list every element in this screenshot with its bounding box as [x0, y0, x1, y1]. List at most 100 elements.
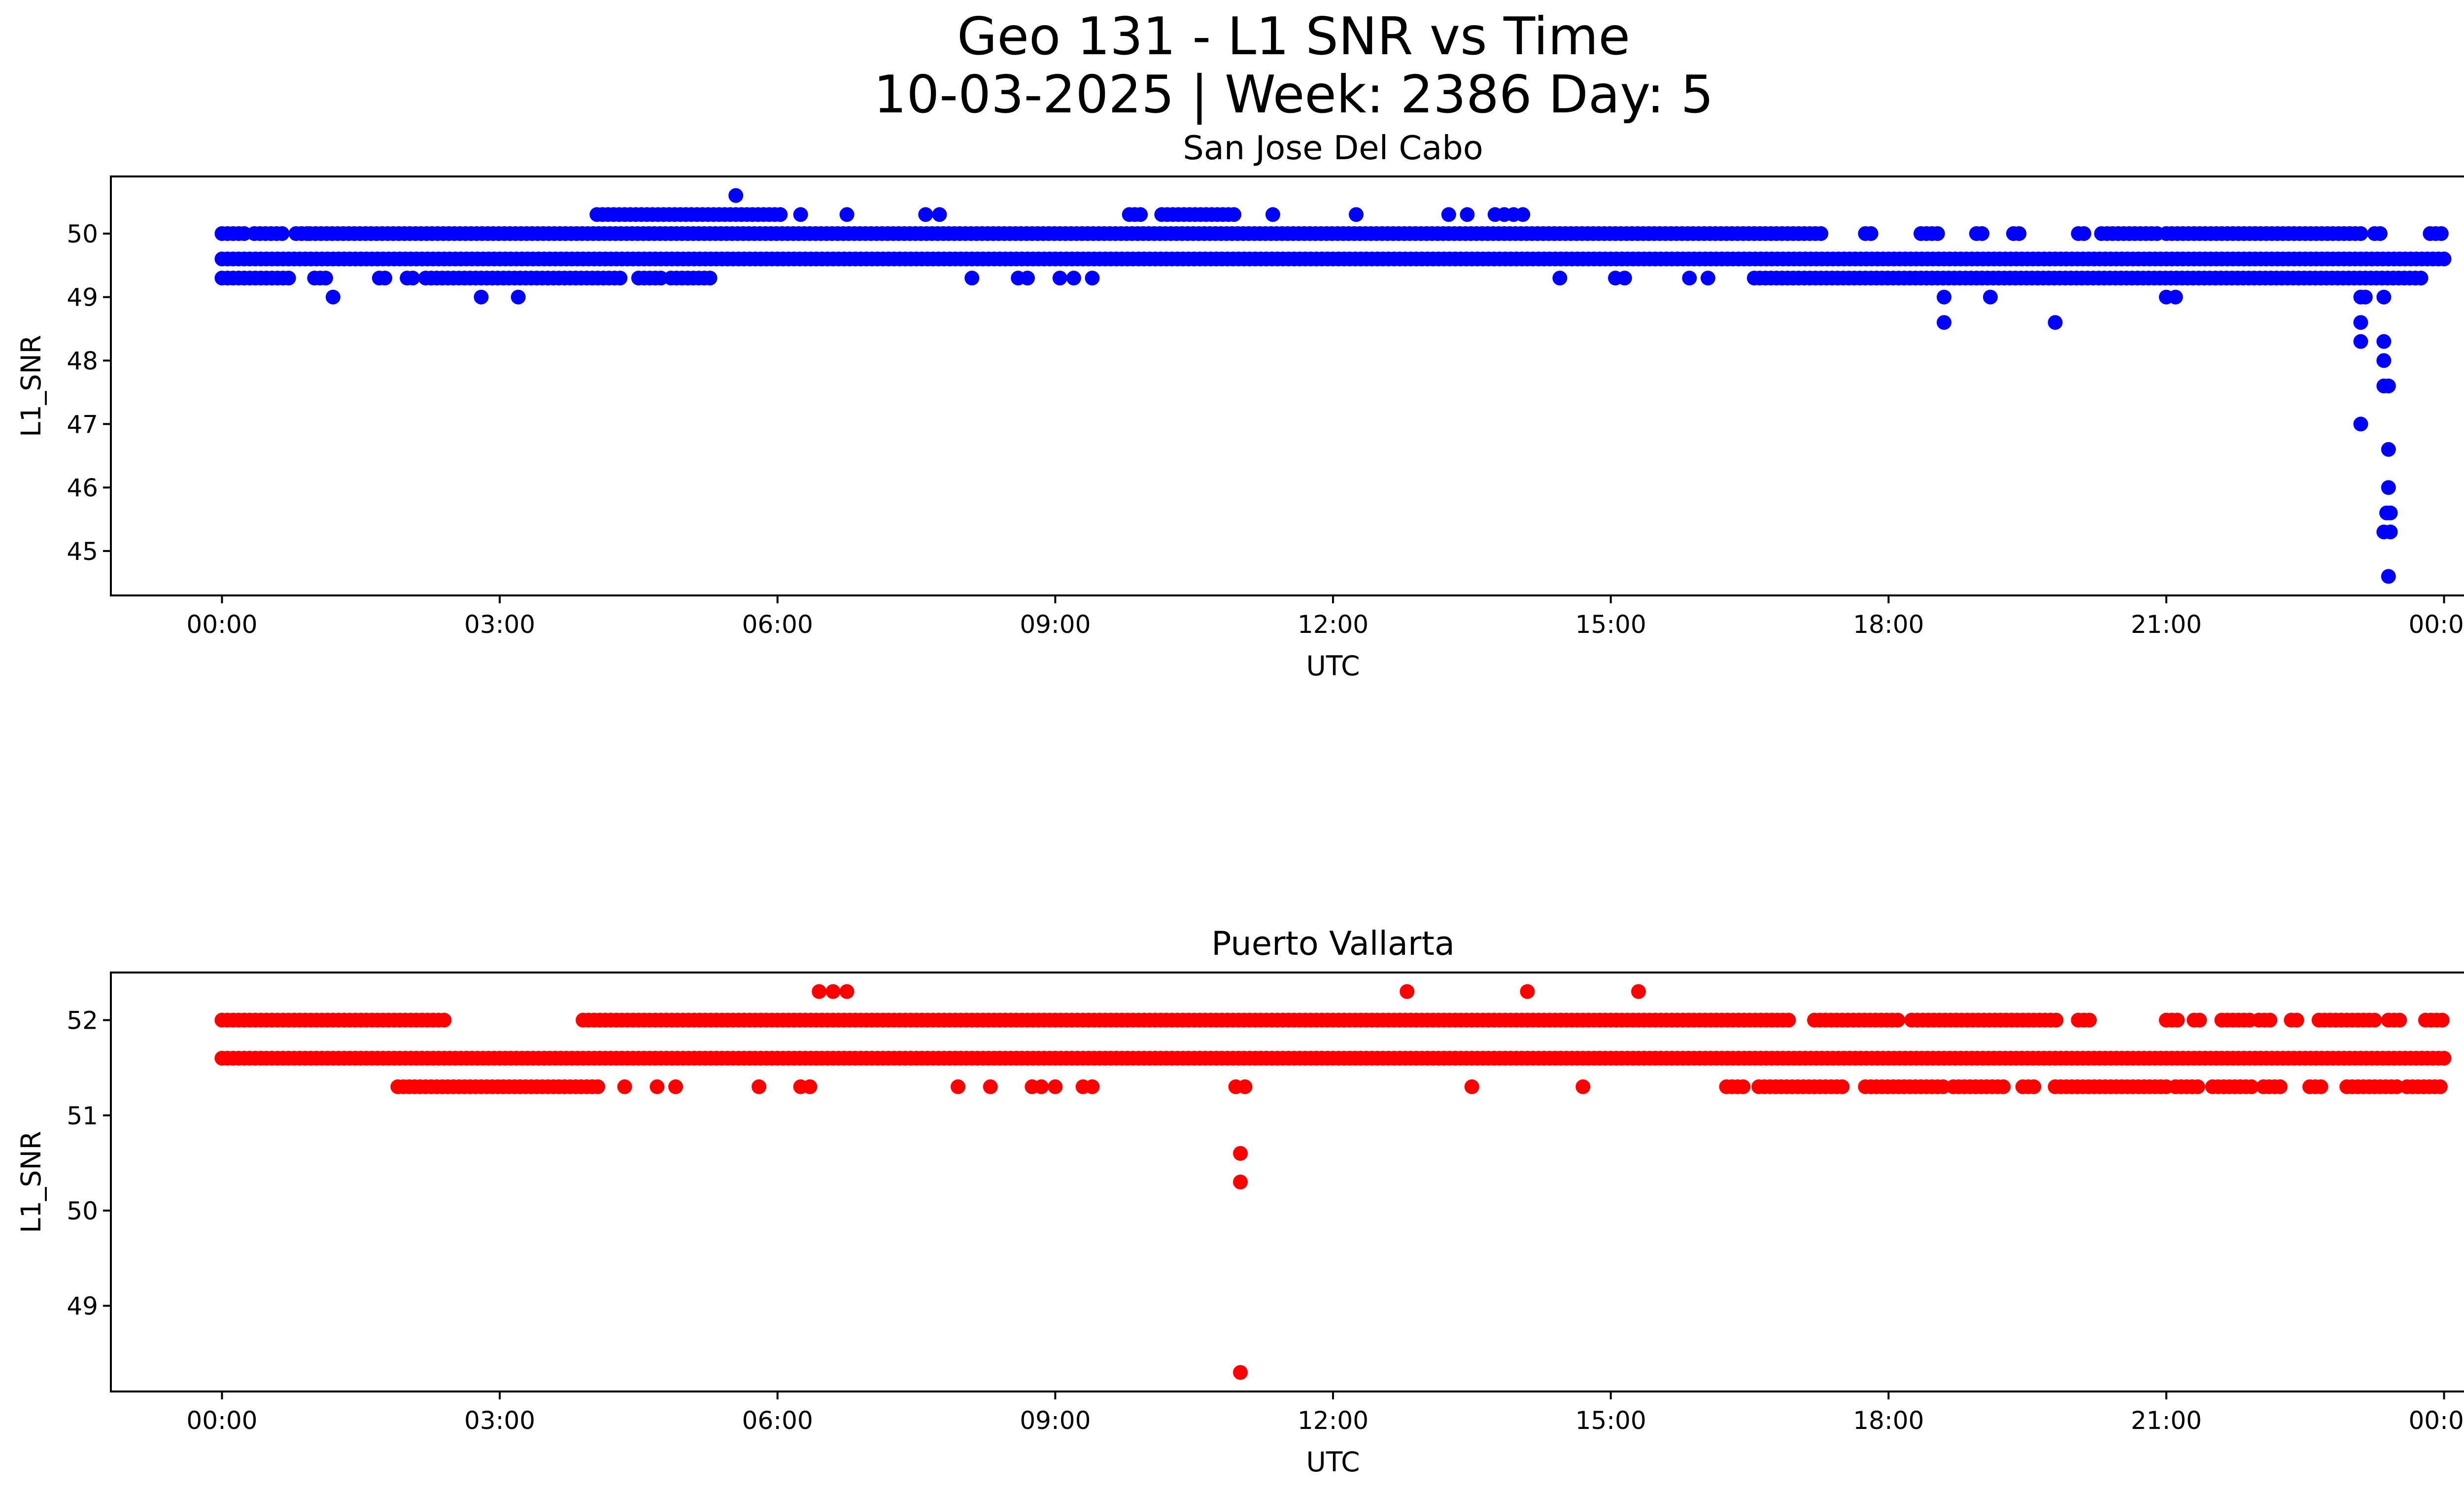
data-point — [590, 1079, 606, 1094]
y-tick-label: 50 — [67, 220, 98, 248]
x-tick-label: 00:00 — [186, 610, 257, 639]
data-point — [653, 271, 668, 286]
data-point — [2376, 289, 2392, 305]
y-ticks-puerto-vallarta: 49 50 51 52 — [67, 1007, 111, 1321]
y-tick-label: 51 — [67, 1102, 98, 1130]
data-point — [2383, 505, 2398, 521]
x-tick-label: 06:00 — [742, 1406, 813, 1435]
data-point — [793, 207, 808, 222]
data-point — [1552, 271, 1568, 286]
data-point — [2376, 353, 2392, 368]
axes-title-puerto-vallarta: Puerto Vallarta — [1211, 924, 1455, 963]
data-point — [2168, 289, 2183, 305]
data-point — [1066, 271, 1081, 286]
data-point — [2392, 1012, 2407, 1028]
data-point — [1460, 207, 1475, 222]
data-point — [511, 289, 526, 305]
data-point — [1441, 207, 1456, 222]
data-point — [281, 271, 296, 286]
data-point — [1085, 1079, 1100, 1094]
series-band-san-jose-del-cabo-2 — [214, 271, 2429, 286]
data-point — [2353, 334, 2368, 349]
y-tick-label: 46 — [67, 474, 98, 502]
axes-title-san-jose-del-cabo: San Jose Del Cabo — [1183, 129, 1483, 167]
data-point — [728, 188, 744, 203]
data-point — [325, 289, 341, 305]
data-point — [1890, 1012, 1906, 1028]
y-tick-label: 48 — [67, 347, 98, 375]
data-point — [405, 271, 420, 286]
data-point — [2026, 1079, 2042, 1094]
data-point — [1349, 207, 1364, 222]
data-point — [1048, 1079, 1063, 1094]
data-point — [1464, 1079, 1479, 1094]
y-tick-label: 45 — [67, 537, 98, 566]
data-point — [932, 207, 947, 222]
data-point — [2358, 289, 2373, 305]
data-point — [1781, 1012, 1796, 1028]
data-point — [613, 271, 628, 286]
y-tick-label: 50 — [67, 1197, 98, 1225]
data-point — [2434, 1012, 2450, 1028]
data-point — [2389, 1079, 2404, 1094]
data-point — [1700, 271, 1715, 286]
data-point — [1575, 1079, 1591, 1094]
x-tick-label: 03:00 — [464, 610, 535, 639]
series-band-puerto-vallarta-2 — [390, 1079, 2448, 1094]
x-tick-label: 15:00 — [1575, 610, 1646, 639]
data-point — [2381, 442, 2396, 457]
axes-puerto-vallarta: Puerto Vallarta 00:00 03:00 06:00 09:00 12:0… — [15, 924, 2464, 1478]
data-point — [2413, 271, 2429, 286]
data-point — [2049, 1012, 2064, 1028]
data-point — [437, 1012, 452, 1028]
y-tick-label: 47 — [67, 410, 98, 439]
data-point — [2076, 226, 2091, 241]
y-tick-label: 49 — [67, 283, 98, 312]
x-tick-label: 21:00 — [2131, 1406, 2202, 1435]
data-point — [839, 984, 855, 999]
series-band-puerto-vallarta-0 — [214, 1050, 2452, 1066]
x-tick-label: 09:00 — [1020, 610, 1091, 639]
data-point — [1052, 271, 1067, 286]
data-point — [1034, 1079, 1049, 1094]
series-band-san-jose-del-cabo-1 — [214, 226, 2449, 241]
data-point — [1237, 1079, 1253, 1094]
data-point — [2353, 315, 2368, 330]
data-point — [2381, 379, 2396, 393]
data-point — [2381, 569, 2396, 584]
figure-title-line2: 10-03-2025 | Week: 2386 Day: 5 — [874, 65, 1714, 125]
data-point — [1975, 226, 1989, 241]
y-axis-label-puerto-vallarta: L1_SNR — [15, 1131, 47, 1233]
data-point — [1936, 1079, 1951, 1094]
data-point — [2244, 1079, 2259, 1094]
data-point — [2433, 1079, 2448, 1094]
x-ticks-puerto-vallarta: 00:00 03:00 06:00 09:00 12:00 15:00 18:00 21:00… — [186, 1391, 2464, 1435]
data-point — [983, 1079, 998, 1094]
data-point — [1996, 1079, 2011, 1094]
series-band-puerto-vallarta-1 — [214, 1012, 2450, 1028]
data-point — [752, 1079, 767, 1094]
data-point — [1227, 207, 1241, 222]
data-point — [1617, 271, 1632, 286]
data-point — [377, 271, 393, 286]
x-tick-label: 15:00 — [1575, 1406, 1646, 1435]
data-point — [1233, 1365, 1248, 1380]
data-point — [2262, 1012, 2278, 1028]
data-point — [2436, 251, 2452, 267]
data-point — [2436, 1050, 2452, 1066]
data-point — [2082, 1012, 2097, 1028]
data-point — [2353, 417, 2368, 432]
x-tick-label: 06:00 — [742, 610, 813, 639]
data-point — [617, 1079, 632, 1094]
data-point — [2381, 480, 2396, 495]
data-point — [1937, 315, 1951, 330]
x-tick-label: 12:00 — [1298, 610, 1369, 639]
data-point — [2190, 1079, 2205, 1094]
x-ticks-san-jose-del-cabo: 00:00 03:00 06:00 09:00 12:00 15:00 18:00 21:00… — [186, 595, 2464, 639]
figure-title-line1: Geo 131 - L1 SNR vs Time — [957, 6, 1630, 67]
data-point — [474, 289, 489, 305]
x-tick-label: 18:00 — [1853, 610, 1924, 639]
x-axis-label-san-jose-del-cabo: UTC — [1306, 650, 1360, 682]
series-band-san-jose-del-cabo-3 — [589, 207, 1241, 222]
